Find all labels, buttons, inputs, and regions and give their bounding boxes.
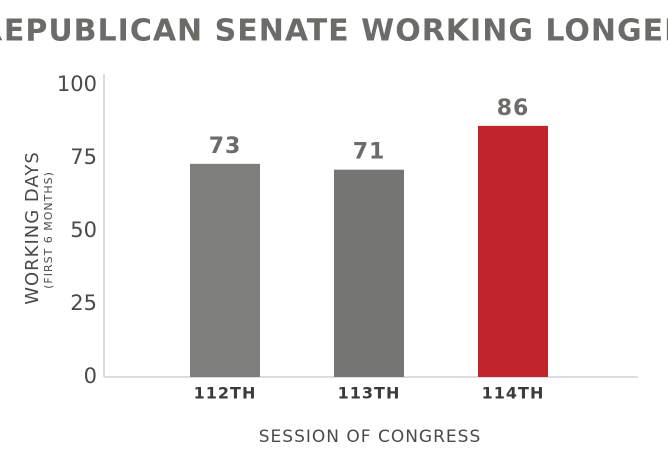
x-tick-label: 113TH (338, 384, 401, 403)
value-label: 71 (353, 140, 386, 165)
x-tick-label: 114TH (482, 384, 545, 403)
bar (478, 125, 548, 377)
y-tick-label: 50 (70, 218, 97, 242)
y-axis-label: WORKING DAYS (22, 151, 43, 305)
y-tick-label: 100 (57, 72, 97, 96)
y-tick-label: 0 (84, 364, 97, 388)
x-axis-label: SESSION OF CONGRESS (259, 427, 481, 447)
x-tick-label: 112TH (194, 384, 257, 403)
y-tick-label: 25 (70, 291, 97, 315)
bar (190, 163, 260, 377)
value-label: 73 (209, 134, 242, 159)
bar (334, 169, 404, 377)
value-label: 86 (497, 96, 530, 121)
chart-title: REPUBLICAN SENATE WORKING LONGER (0, 14, 668, 49)
y-tick-label: 75 (70, 145, 97, 169)
y-axis-sublabel: (FIRST 6 MONTHS) (42, 171, 55, 289)
